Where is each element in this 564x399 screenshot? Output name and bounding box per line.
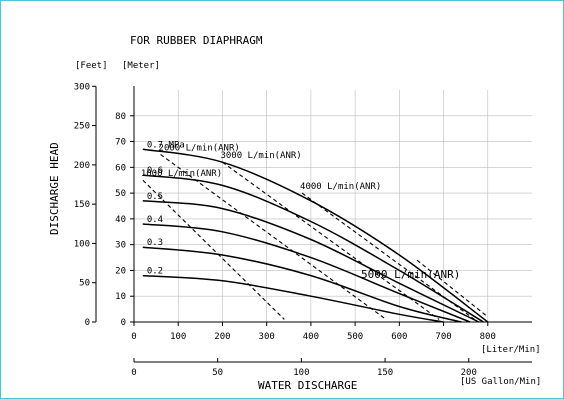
y-axis-label: DISCHARGE HEAD bbox=[48, 142, 61, 235]
meter-tick-label: 60 bbox=[115, 163, 126, 173]
chart-title: FOR RUBBER DIAPHRAGM bbox=[130, 34, 263, 47]
meter-tick-label: 30 bbox=[115, 241, 126, 251]
air-consumption-line bbox=[160, 154, 387, 320]
air-consumption-line bbox=[142, 179, 285, 320]
series-labels: 0.7 MPa 0.6 0.5 0.4 0.3 0.2 1000 L/min(ANR) 200… bbox=[141, 140, 461, 281]
air-consumption-line bbox=[301, 192, 475, 320]
pressure-curve bbox=[142, 200, 480, 323]
meter-tick-label: 0 bbox=[121, 318, 126, 328]
air-consumption-label: 2000 L/min(ANR) bbox=[159, 143, 240, 153]
usgal-tick-label: 0 bbox=[131, 368, 136, 378]
feet-unit-label: [Feet] bbox=[75, 61, 108, 71]
lpm-tick-label: 700 bbox=[435, 332, 451, 342]
pressure-label: 0.7 MPa bbox=[147, 140, 185, 150]
lpm-tick-label: 400 bbox=[303, 332, 319, 342]
lpm-tick-label: 300 bbox=[259, 332, 275, 342]
usgal-tick-label: 50 bbox=[212, 368, 223, 378]
usgal-tick-label: 100 bbox=[293, 368, 309, 378]
feet-tick-label: 100 bbox=[74, 239, 90, 249]
feet-tick-label: 200 bbox=[74, 161, 90, 171]
lpm-unit-label: [Liter/Min] bbox=[481, 345, 541, 355]
usgal-tick-label: 150 bbox=[377, 368, 393, 378]
air-consumption-label: 5000 L/min(ANR) bbox=[361, 268, 460, 281]
air-consumption-label: 1000 L/min(ANR) bbox=[141, 169, 222, 179]
meter-tick-label: 40 bbox=[115, 215, 126, 225]
pressure-curve bbox=[142, 174, 484, 323]
pressure-label: 0.6 bbox=[147, 166, 163, 176]
air-consumption-label: 4000 L/min(ANR) bbox=[300, 182, 381, 192]
meter-tick-label: 80 bbox=[115, 112, 126, 122]
pressure-curve bbox=[142, 274, 444, 323]
lpm-tick-label: 0 bbox=[131, 332, 136, 342]
meter-tick-label: 20 bbox=[115, 266, 126, 276]
pressure-label: 0.2 bbox=[147, 267, 163, 277]
meter-tick-label: 70 bbox=[115, 138, 126, 148]
pressure-label: 0.5 bbox=[147, 192, 163, 202]
pressure-curve bbox=[142, 148, 489, 323]
feet-tick-label: 250 bbox=[74, 122, 90, 132]
x-axis-label: WATER DISCHARGE bbox=[258, 379, 357, 392]
meter-tick-label: 50 bbox=[115, 189, 126, 199]
lpm-tick-label: 200 bbox=[214, 332, 230, 342]
pressure-curve bbox=[142, 223, 471, 323]
air-consumption-line bbox=[222, 161, 440, 320]
air-consumption-line bbox=[416, 259, 489, 318]
air-consumption-label: 3000 L/min(ANR) bbox=[220, 151, 301, 161]
lpm-tick-label: 800 bbox=[480, 332, 496, 342]
feet-tick-label: 50 bbox=[79, 279, 90, 289]
feet-tick-label: 300 bbox=[74, 82, 90, 92]
usgal-tick-label: 200 bbox=[461, 368, 477, 378]
air-consumption-lines bbox=[142, 154, 489, 320]
pressure-curves bbox=[142, 148, 489, 323]
meter-unit-label: [Meter] bbox=[122, 61, 160, 71]
grid bbox=[134, 90, 532, 322]
feet-tick-label: 150 bbox=[74, 200, 90, 210]
usgal-unit-label: [US Gallon/Min] bbox=[460, 377, 541, 387]
lpm-tick-label: 500 bbox=[347, 332, 363, 342]
feet-tick-label: 0 bbox=[85, 318, 90, 328]
pressure-curve bbox=[142, 246, 462, 323]
meter-tick-label: 10 bbox=[115, 292, 126, 302]
lpm-tick-label: 100 bbox=[170, 332, 186, 342]
lpm-tick-label: 600 bbox=[391, 332, 407, 342]
pressure-label: 0.4 bbox=[147, 215, 163, 225]
pressure-label: 0.3 bbox=[147, 238, 163, 248]
